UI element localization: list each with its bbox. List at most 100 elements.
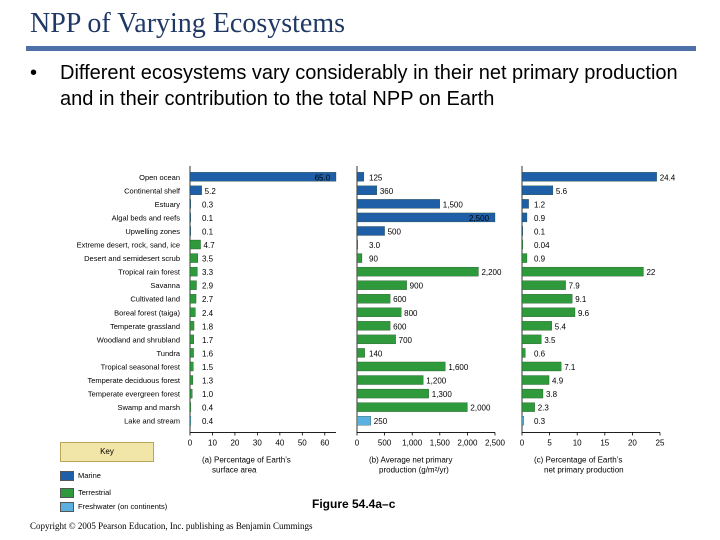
panel-1-bar-upwelling-zones [356, 226, 385, 236]
panel-1-bar-boreal-forest-taiga [356, 307, 402, 317]
panel-2-bar-continental-shelf [521, 185, 554, 195]
panel-0-value-label-desert-and-semidesert-scrub: 3.5 [202, 255, 214, 264]
category-label-tropical-rain-forest: Tropical rain forest [118, 268, 181, 277]
panel-2-value-label-temperate-grassland: 5.4 [555, 322, 567, 331]
panel-1-value-label-estuary: 1,500 [443, 200, 464, 209]
panel-0-bar-lake-and-stream [189, 416, 192, 426]
panel-2-value-label-continental-shelf: 5.6 [556, 187, 568, 196]
category-label-upwelling-zones: Upwelling zones [125, 227, 180, 236]
panel-2-value-label-swamp-and-marsh: 2.3 [538, 404, 550, 413]
panel-1-bar-continental-shelf [356, 185, 378, 195]
panel-1-value-label-tropical-rain-forest: 2,200 [481, 268, 502, 277]
category-label-extreme-desert-rock-sand-ice: Extreme desert, rock, sand, ice [77, 241, 180, 250]
panel-0-value-label-tundra: 1.6 [202, 349, 214, 358]
panel-1-value-label-savanna: 900 [410, 282, 424, 291]
category-label-boreal-forest-taiga: Boreal forest (taiga) [114, 308, 180, 317]
panel-1-bar-desert-and-semidesert-scrub [356, 253, 363, 263]
panel-2-bar-tropical-seasonal-forest [521, 361, 562, 372]
panel-2-bar-lake-and-stream [521, 416, 524, 426]
panel-1-bar-open-ocean [356, 172, 365, 182]
panel-2-value-label-cultivated-land: 9.1 [575, 295, 587, 304]
panel-0-tick-label: 40 [275, 438, 284, 447]
panel-2-bar-open-ocean [521, 172, 657, 182]
panel-2-bar-temperate-grassland [521, 321, 552, 331]
panel-0-value-label-cultivated-land: 2.7 [202, 295, 214, 304]
legend: Key Marine Terrestrial Freshwater (on co… [60, 442, 180, 512]
panel-0-value-label-tropical-seasonal-forest: 1.5 [202, 363, 214, 372]
category-label-cultivated-land: Cultivated land [130, 295, 180, 304]
panel-0-value-label-tropical-rain-forest: 3.3 [202, 268, 214, 277]
panel-1-value-label-desert-and-semidesert-scrub: 90 [369, 255, 378, 264]
panel-0-value-label-woodland-and-shrubland: 1.7 [202, 336, 214, 345]
panel-2-value-label-estuary: 1.2 [534, 200, 546, 209]
panel-2-value-label-savanna: 7.9 [569, 282, 581, 291]
panel-0-value-label-extreme-desert-rock-sand-ice: 4.7 [204, 241, 216, 250]
panel-1-value-label-temperate-grassland: 600 [393, 322, 407, 331]
legend-label-terrestrial: Terrestrial [78, 488, 111, 497]
panel-1-bar-lake-and-stream [356, 416, 371, 426]
panel-0-bar-algal-beds-and-reefs [189, 212, 191, 223]
panel-0-tick-label: 10 [208, 438, 217, 447]
legend-label-marine: Marine [78, 471, 101, 480]
copyright-notice: Copyright © 2005 Pearson Education, Inc.… [30, 521, 313, 531]
panel-1-tick-label: 2,000 [457, 438, 478, 447]
category-label-swamp-and-marsh: Swamp and marsh [117, 403, 180, 412]
panel-2-value-label-desert-and-semidesert-scrub: 0.9 [534, 255, 546, 264]
panel-1-value-label-continental-shelf: 360 [380, 187, 394, 196]
panel-1-value-label-algal-beds-and-reefs: 2,500 [469, 214, 490, 223]
panel-0-bar-continental-shelf [189, 185, 202, 195]
legend-title: Key [60, 442, 154, 462]
panel-1-bar-swamp-and-marsh [356, 402, 468, 412]
panel-0-value-label-temperate-deciduous-forest: 1.3 [202, 377, 214, 386]
panel-2-bar-temperate-deciduous-forest [521, 375, 550, 385]
panel-2-bar-savanna [521, 280, 566, 290]
panel-0-bar-upwelling-zones [189, 226, 191, 236]
panel-2-bar-boreal-forest-taiga [521, 307, 576, 317]
panel-0-bar-temperate-grassland [189, 321, 195, 331]
panel-1-tick-label: 2,500 [485, 438, 506, 447]
panel-1-value-label-swamp-and-marsh: 2,000 [470, 404, 491, 413]
panel-1-value-label-extreme-desert-rock-sand-ice: 3.0 [369, 241, 381, 250]
panel-2-bar-temperate-evergreen-forest [521, 388, 544, 399]
panel-0-tick-label: 20 [230, 438, 239, 447]
panel-1-tick-label: 1,000 [402, 438, 423, 447]
panel-2-value-label-open-ocean: 24.4 [660, 173, 676, 182]
panel-2-bar-swamp-and-marsh [521, 402, 535, 412]
category-label-open-ocean: Open ocean [139, 173, 180, 182]
panel-2-value-label-lake-and-stream: 0.3 [534, 417, 546, 426]
category-label-algal-beds-and-reefs: Algal beds and reefs [112, 213, 181, 222]
panel-0-caption: (a) Percentage of Earth’s surface area [202, 455, 291, 474]
panel-2-bar-upwelling-zones [521, 226, 523, 236]
category-label-continental-shelf: Continental shelf [124, 186, 181, 195]
panel-1-value-label-open-ocean: 125 [369, 173, 383, 182]
panel-2-bar-woodland-and-shrubland [521, 334, 542, 345]
category-label-estuary: Estuary [155, 200, 181, 209]
panel-0-tick-label: 30 [253, 438, 262, 447]
panel-2-tick-label: 5 [547, 438, 552, 447]
category-label-savanna: Savanna [150, 281, 180, 290]
panel-0-tick-label: 0 [188, 438, 193, 447]
panel-1-bar-estuary [356, 199, 440, 209]
panel-0-value-label-temperate-evergreen-forest: 1.0 [202, 390, 214, 399]
legend-swatch-terrestrial [60, 488, 74, 498]
panel-1-bar-cultivated-land [356, 294, 391, 304]
panel-1-value-label-cultivated-land: 600 [393, 295, 407, 304]
category-label-tropical-seasonal-forest: Tropical seasonal forest [101, 362, 181, 371]
panel-0-bar-swamp-and-marsh [189, 402, 192, 412]
panel-2-value-label-tropical-rain-forest: 22 [646, 268, 655, 277]
panel-1-bar-algal-beds-and-reefs [356, 212, 496, 223]
panel-2-value-label-temperate-deciduous-forest: 4.9 [552, 377, 564, 386]
panel-2-value-label-tropical-seasonal-forest: 7.1 [564, 363, 576, 372]
category-label-temperate-grassland: Temperate grassland [110, 322, 180, 331]
panel-0-bar-cultivated-land [189, 294, 197, 304]
panel-1-bar-temperate-deciduous-forest [356, 375, 424, 385]
panel-1-value-label-upwelling-zones: 500 [388, 227, 402, 236]
panel-1-value-label-tropical-seasonal-forest: 1,600 [448, 363, 469, 372]
panel-0-value-label-swamp-and-marsh: 0.4 [202, 404, 214, 413]
panel-1-caption: (b) Average net primary production (g/m²/… [369, 455, 452, 474]
panel-2-value-label-algal-beds-and-reefs: 0.9 [534, 214, 546, 223]
panel-1-bar-extreme-desert-rock-sand-ice [356, 239, 358, 250]
category-label-temperate-evergreen-forest: Temperate evergreen forest [88, 390, 181, 399]
panel-2-tick-label: 25 [656, 438, 665, 447]
